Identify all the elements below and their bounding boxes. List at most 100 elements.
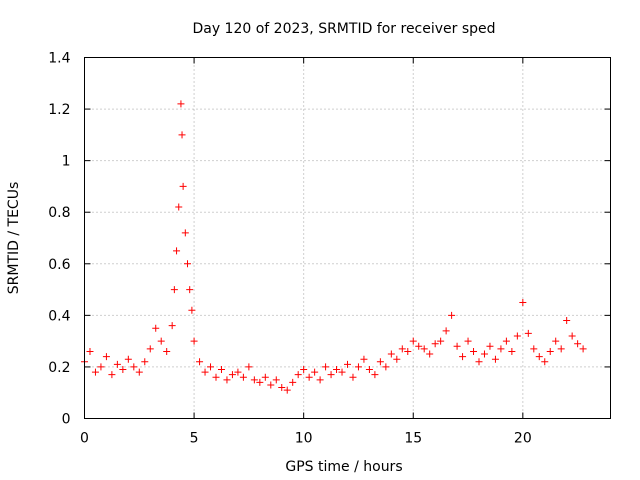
data-point xyxy=(415,342,423,350)
data-point xyxy=(186,286,194,294)
data-point xyxy=(349,373,357,381)
data-point xyxy=(453,342,461,350)
data-point xyxy=(464,337,472,345)
data-point xyxy=(459,353,467,361)
data-point xyxy=(442,327,450,335)
data-point xyxy=(261,373,269,381)
data-point xyxy=(541,358,549,366)
data-point xyxy=(152,324,160,332)
data-point xyxy=(470,347,478,355)
data-point xyxy=(256,378,264,386)
data-point xyxy=(163,347,171,355)
x-tick-label: 0 xyxy=(80,431,89,447)
data-point xyxy=(579,345,587,353)
y-tick-label: 1.2 xyxy=(48,102,70,118)
data-point xyxy=(530,345,538,353)
data-point xyxy=(175,203,183,211)
data-point xyxy=(486,342,494,350)
data-point xyxy=(354,363,362,371)
data-point xyxy=(119,366,127,374)
data-point xyxy=(382,363,390,371)
data-point xyxy=(184,260,192,268)
y-tick-label: 0.4 xyxy=(48,308,70,324)
data-point xyxy=(568,332,576,340)
x-tick-label: 15 xyxy=(404,431,422,447)
data-point xyxy=(502,337,510,345)
data-point xyxy=(371,371,379,379)
data-point xyxy=(508,347,516,355)
data-point xyxy=(223,376,231,384)
data-point xyxy=(409,337,417,345)
data-point xyxy=(135,368,143,376)
data-point xyxy=(535,353,543,361)
data-point xyxy=(513,332,521,340)
data-point xyxy=(212,373,220,381)
data-point xyxy=(178,131,186,139)
data-point xyxy=(97,363,105,371)
data-point xyxy=(245,363,253,371)
data-point xyxy=(491,355,499,363)
data-point xyxy=(420,345,428,353)
data-point xyxy=(157,337,165,345)
y-tick-label: 1 xyxy=(62,154,71,170)
grid-lines xyxy=(84,57,611,419)
data-point xyxy=(365,366,373,374)
plot-frame xyxy=(84,57,611,419)
data-point xyxy=(316,376,324,384)
data-point xyxy=(201,368,209,376)
data-point xyxy=(376,358,384,366)
data-point xyxy=(387,350,395,358)
data-point xyxy=(239,373,247,381)
x-tick-label: 20 xyxy=(514,431,532,447)
data-point xyxy=(519,298,527,306)
data-point xyxy=(188,306,196,314)
data-point xyxy=(108,371,116,379)
data-point xyxy=(552,337,560,345)
data-point xyxy=(130,363,138,371)
data-point xyxy=(333,366,341,374)
data-point xyxy=(344,360,351,368)
data-point xyxy=(278,384,286,392)
data-point xyxy=(289,378,297,386)
data-point xyxy=(141,358,149,366)
chart-title: Day 120 of 2023, SRMTID for receiver spe… xyxy=(192,21,495,37)
y-tick-label: 1.4 xyxy=(48,51,70,67)
data-point xyxy=(190,337,198,345)
data-point xyxy=(497,345,505,353)
data-point xyxy=(250,376,258,384)
data-point xyxy=(563,317,571,325)
data-point xyxy=(294,371,302,379)
data-point xyxy=(272,376,280,384)
y-tick-label: 0.8 xyxy=(48,205,70,221)
data-point xyxy=(283,386,291,394)
data-point xyxy=(322,363,330,371)
data-point xyxy=(196,358,204,366)
data-point xyxy=(557,345,565,353)
data-point xyxy=(146,345,154,353)
data-point xyxy=(426,350,434,358)
data-point xyxy=(234,368,242,376)
x-axis-label: GPS time / hours xyxy=(285,459,402,475)
data-point xyxy=(173,247,181,255)
data-point xyxy=(431,340,439,348)
data-point xyxy=(228,371,236,379)
data-point xyxy=(102,353,110,361)
data-point xyxy=(437,337,445,345)
data-point xyxy=(305,373,313,381)
data-point xyxy=(177,100,185,108)
data-point xyxy=(360,355,368,363)
data-point xyxy=(480,350,488,358)
data-point xyxy=(207,363,215,371)
data-point xyxy=(124,355,132,363)
data-point xyxy=(327,371,335,379)
x-tick-label: 10 xyxy=(295,431,313,447)
data-point xyxy=(311,368,319,376)
data-point xyxy=(267,381,275,389)
data-point xyxy=(179,182,187,190)
y-tick-label: 0 xyxy=(62,412,71,428)
data-point xyxy=(398,345,406,353)
data-point xyxy=(217,366,225,374)
y-axis-label: SRMTID / TECUs xyxy=(6,182,22,295)
y-tick-label: 0.2 xyxy=(48,360,70,376)
